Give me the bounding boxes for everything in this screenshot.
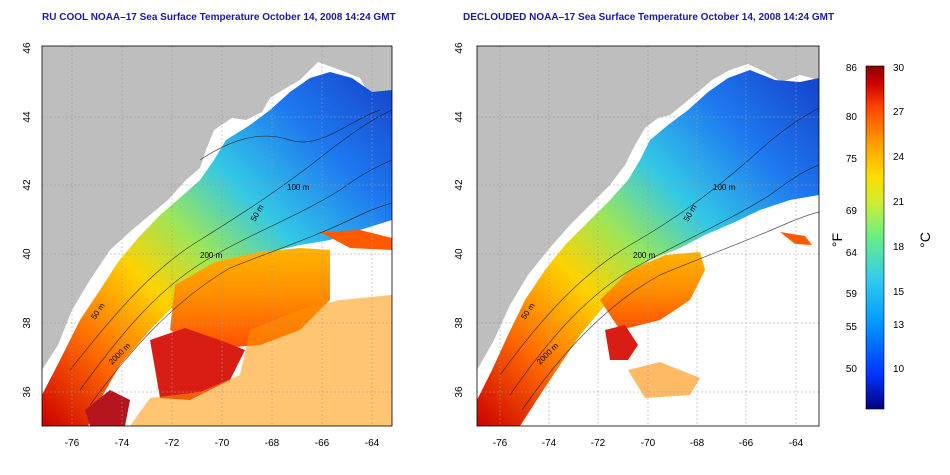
c-tick-label: 30 xyxy=(893,63,905,74)
colorbar-c-unit: °C xyxy=(917,232,933,248)
c-tick-label: 27 xyxy=(893,107,905,118)
lon-tick-label: -72 xyxy=(165,438,180,449)
lat-tick-label: 44 xyxy=(454,111,465,123)
lat-tick-label: 40 xyxy=(454,248,465,260)
lon-tick-label: -76 xyxy=(493,438,508,449)
panel2-lon-axis: -76 -74 -72 -70 -68 -66 -64 xyxy=(493,438,804,449)
c-tick-label: 18 xyxy=(893,242,905,253)
lat-tick-label: 36 xyxy=(22,386,33,398)
f-tick-label: 86 xyxy=(846,63,858,74)
panel1-map: 50 m 100 m 200 m 50 m 2000 m xyxy=(42,46,392,426)
panel2-map: 50 m 100 m 200 m 50 m 2000 m xyxy=(477,46,819,426)
panel1-contour-label: 200 m xyxy=(200,251,223,260)
panel1-land xyxy=(42,46,392,370)
lat-tick-label: 46 xyxy=(454,42,465,54)
f-tick-label: 80 xyxy=(846,112,858,123)
panel2-contour-label: 200 m xyxy=(633,251,656,260)
f-tick-label: 55 xyxy=(846,322,858,333)
colorbar-f-unit: °F xyxy=(829,233,845,247)
colorbar-gradient xyxy=(865,65,885,410)
lat-tick-label: 44 xyxy=(22,111,33,123)
lat-tick-label: 36 xyxy=(454,386,465,398)
c-tick-label: 13 xyxy=(893,320,905,331)
panel1-sst-shelf xyxy=(42,72,392,426)
lon-tick-label: -72 xyxy=(591,438,606,449)
panel2-sst-hot xyxy=(605,325,638,360)
lon-tick-label: -70 xyxy=(215,438,230,449)
lat-tick-label: 46 xyxy=(22,42,33,54)
lon-tick-label: -74 xyxy=(542,438,557,449)
f-tick-label: 75 xyxy=(846,154,858,165)
f-tick-label: 69 xyxy=(846,206,858,217)
panel1-lon-axis: -76 -74 -72 -70 -68 -66 -64 xyxy=(65,438,380,449)
panel2-land xyxy=(477,46,819,370)
lon-tick-label: -74 xyxy=(115,438,130,449)
panel2-contour-label: 100 m xyxy=(713,183,736,192)
lat-tick-label: 38 xyxy=(22,317,33,329)
f-tick-label: 50 xyxy=(846,364,858,375)
panel2-lat-axis: 36 38 40 42 44 46 xyxy=(454,42,465,398)
c-tick-label: 10 xyxy=(893,364,905,375)
panel1-sst-deep xyxy=(85,390,130,426)
panel1-sst-hot xyxy=(150,328,245,400)
panel1-contour-label: 100 m xyxy=(287,183,310,192)
f-tick-label: 64 xyxy=(846,248,858,259)
panel2-title: DECLOUDED NOAA–17 Sea Surface Temperatur… xyxy=(463,12,835,23)
lat-tick-label: 40 xyxy=(22,248,33,260)
lon-tick-label: -68 xyxy=(265,438,280,449)
lon-tick-label: -64 xyxy=(789,438,804,449)
c-tick-label: 24 xyxy=(893,152,905,163)
lon-tick-label: -68 xyxy=(690,438,705,449)
lon-tick-label: -76 xyxy=(65,438,80,449)
f-tick-label: 59 xyxy=(846,289,858,300)
lat-tick-label: 38 xyxy=(454,317,465,329)
panel1-lat-axis: 36 38 40 42 44 46 xyxy=(22,42,33,398)
colorbar-f-ticks: 86 80 75 69 64 59 55 50 xyxy=(846,63,858,375)
lon-tick-label: -66 xyxy=(315,438,330,449)
lon-tick-label: -70 xyxy=(641,438,656,449)
colorbar: 86 80 75 69 64 59 55 50 30 27 24 21 18 1… xyxy=(829,63,933,410)
c-tick-label: 21 xyxy=(893,197,905,208)
panel1-title: RU COOL NOAA–17 Sea Surface Temperature … xyxy=(42,12,396,23)
lat-tick-label: 42 xyxy=(22,179,33,191)
lon-tick-label: -64 xyxy=(365,438,380,449)
c-tick-label: 15 xyxy=(893,287,905,298)
lat-tick-label: 42 xyxy=(454,179,465,191)
colorbar-c-ticks: 30 27 24 21 18 15 13 10 xyxy=(893,63,905,375)
panel2-sst-warm xyxy=(600,252,705,330)
panel1-sst-scatter xyxy=(130,295,392,426)
lon-tick-label: -66 xyxy=(739,438,754,449)
